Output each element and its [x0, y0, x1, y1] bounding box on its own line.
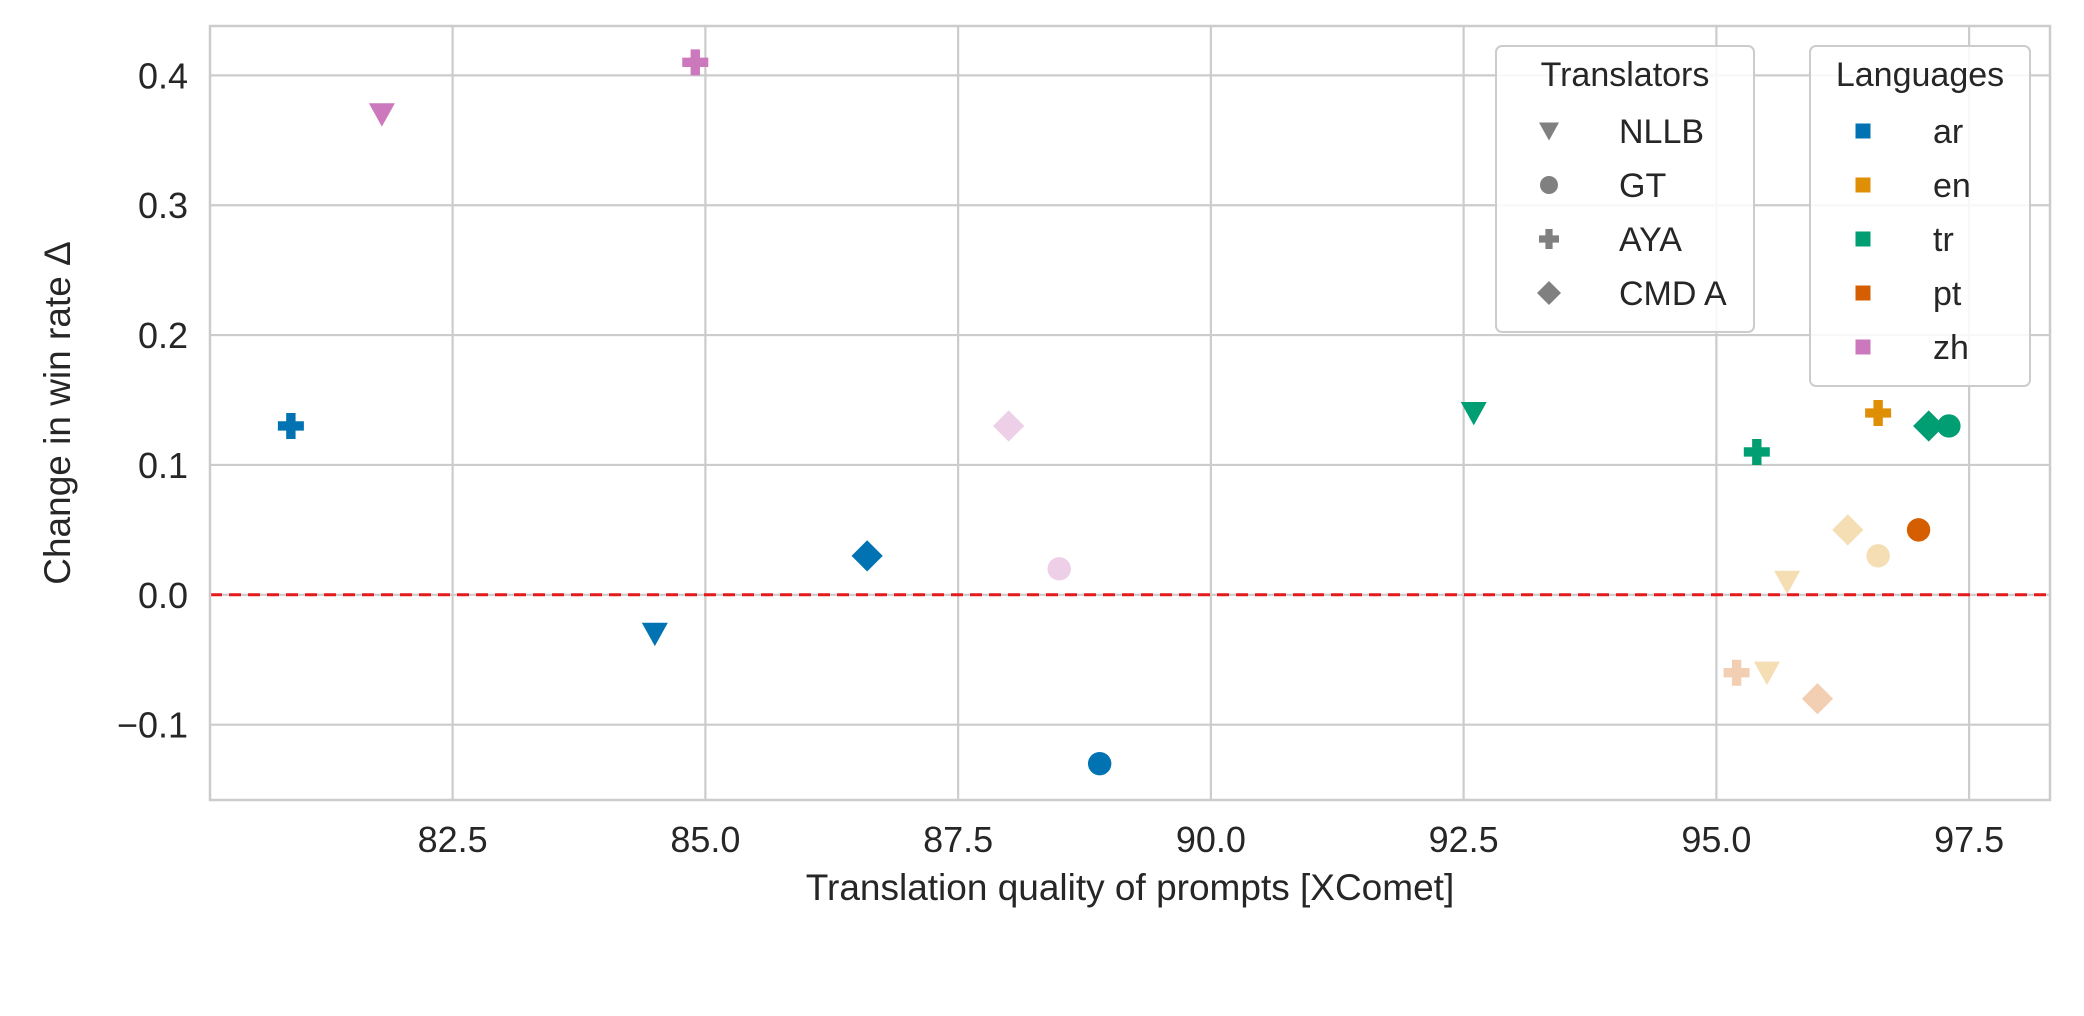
- legend-swatch-tr: [1855, 231, 1871, 247]
- legend-label-aya: AYA: [1619, 221, 1682, 259]
- x-axis-label: Translation quality of prompts [XComet]: [806, 867, 1454, 908]
- y-tick-labels: −0.1 0.0 0.1 0.2 0.3 0.4: [117, 55, 188, 745]
- y-tick-label: 0.3: [138, 185, 188, 226]
- legend-languages-box: [1809, 45, 2031, 387]
- point-ar-nllb: [641, 622, 668, 647]
- grid-lines: [210, 26, 2050, 800]
- data-points: [277, 49, 1961, 776]
- point-zh-nllb: [368, 103, 395, 127]
- legend-swatch-en: [1855, 177, 1871, 193]
- point-en-nllb: [1753, 661, 1780, 686]
- x-tick-labels: 82.5 85.0 87.5 90.0 92.5 95.0 97.5: [418, 819, 2005, 860]
- y-tick-label: −0.1: [117, 705, 188, 746]
- legend-translators: Translators NLLB GT AYA CMD A: [1495, 45, 1755, 333]
- legend-swatch-pt: [1855, 285, 1871, 301]
- legend-label-zh: zh: [1933, 329, 1969, 367]
- legend-label-pt: pt: [1933, 275, 1962, 313]
- point-zh-aya: [682, 49, 709, 76]
- legend-languages: Languages ar en tr pt zh: [1809, 45, 2031, 387]
- legend-label-gt: GT: [1619, 167, 1666, 205]
- plot-frame: [208, 24, 2052, 802]
- legend-marker-aya: [1539, 229, 1559, 249]
- legend-languages-title: Languages: [1836, 56, 2004, 94]
- y-tick-label: 0.0: [138, 575, 188, 616]
- legend-label-ar: ar: [1933, 113, 1963, 151]
- point-pt-cmd-a: [1801, 683, 1834, 715]
- x-tick-label: 87.5: [923, 819, 993, 860]
- legend-swatch-ar: [1855, 123, 1871, 139]
- point-tr-aya: [1743, 438, 1770, 465]
- point-tr-gt: [1937, 414, 1961, 438]
- x-tick-label: 82.5: [418, 819, 488, 860]
- x-tick-label: 92.5: [1429, 819, 1499, 860]
- legend-marker-cmd-a: [1537, 281, 1561, 305]
- legend-marker-nllb: [1539, 122, 1559, 141]
- point-pt-gt: [1906, 518, 1931, 542]
- point-en-nllb: [1774, 570, 1801, 595]
- point-en-cmd-a: [1832, 514, 1864, 546]
- y-tick-label: 0.1: [138, 445, 188, 486]
- legend-label-tr: tr: [1933, 221, 1954, 259]
- legend-translators-box: [1495, 45, 1755, 333]
- x-tick-label: 90.0: [1176, 819, 1246, 860]
- y-axis-label: Change in win rate Δ: [37, 241, 78, 585]
- point-zh-cmd-a: [993, 410, 1025, 442]
- legend-swatch-zh: [1855, 339, 1871, 355]
- legend-label-en: en: [1933, 167, 1971, 205]
- point-tr-nllb: [1460, 401, 1487, 426]
- legend-marker-gt: [1540, 176, 1558, 194]
- legend-translators-title: Translators: [1541, 56, 1710, 94]
- x-tick-label: 95.0: [1681, 819, 1751, 860]
- point-ar-aya: [277, 412, 304, 439]
- point-pt-aya: [1723, 659, 1750, 686]
- point-ar-cmd-a: [851, 540, 883, 572]
- y-tick-label: 0.2: [138, 315, 188, 356]
- x-tick-label: 85.0: [670, 819, 740, 860]
- point-ar-gt: [1087, 751, 1112, 776]
- point-tr-cmd-a: [1913, 410, 1945, 442]
- y-tick-label: 0.4: [138, 55, 188, 96]
- point-en-aya: [1865, 400, 1892, 426]
- point-zh-gt: [1047, 557, 1071, 581]
- point-en-gt: [1866, 544, 1890, 568]
- legend-label-cmd-a: CMD A: [1619, 275, 1727, 313]
- x-tick-label: 97.5: [1934, 819, 2004, 860]
- legend-label-nllb: NLLB: [1619, 113, 1704, 151]
